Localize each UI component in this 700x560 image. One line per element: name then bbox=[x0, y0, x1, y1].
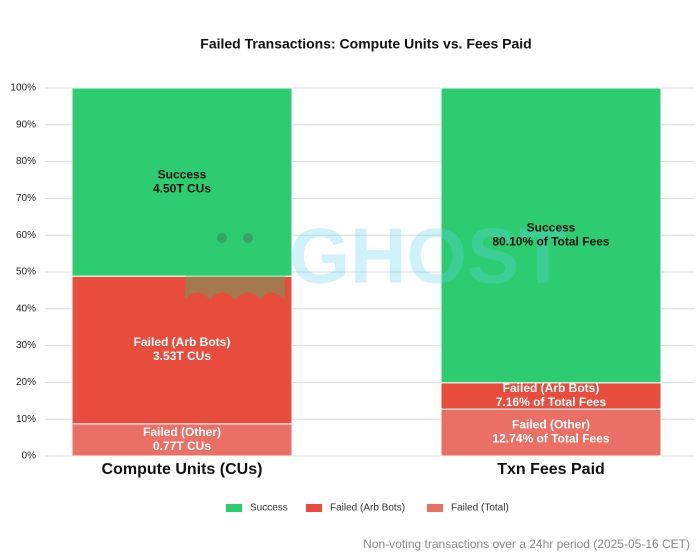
bar-segment bbox=[71, 87, 293, 277]
watermark: GHOST bbox=[289, 212, 566, 300]
x-tick-label: Compute Units (CUs) bbox=[102, 461, 263, 478]
legend-label: Failed (Arb Bots) bbox=[330, 503, 405, 514]
segment-label: 12.74% of Total Fees bbox=[492, 432, 609, 446]
segment-label: Success bbox=[158, 167, 207, 181]
y-tick-label: 70% bbox=[16, 193, 36, 204]
y-tick-label: 20% bbox=[16, 377, 36, 388]
y-tick-label: 90% bbox=[16, 119, 36, 130]
segment-label: 0.77T CUs bbox=[153, 439, 211, 453]
y-tick-label: 0% bbox=[22, 451, 37, 462]
segment-label: Failed (Other) bbox=[512, 418, 590, 432]
y-tick-label: 10% bbox=[16, 414, 36, 425]
segment-label: 4.50T CUs bbox=[153, 181, 211, 195]
legend-swatch bbox=[427, 504, 443, 512]
y-tick-label: 50% bbox=[16, 267, 36, 278]
segment-label: 3.53T CUs bbox=[153, 349, 211, 363]
legend-label: Success bbox=[250, 503, 288, 514]
y-tick-label: 30% bbox=[16, 340, 36, 351]
segment-label: Success bbox=[527, 221, 576, 235]
x-tick-label: Txn Fees Paid bbox=[497, 461, 605, 478]
legend-swatch bbox=[306, 504, 322, 512]
bar-segment bbox=[440, 408, 662, 457]
segment-label: Failed (Arb Bots) bbox=[134, 335, 231, 349]
y-tick-label: 40% bbox=[16, 303, 36, 314]
segment-label: Failed (Other) bbox=[143, 425, 221, 439]
segment-label: 80.10% of Total Fees bbox=[492, 235, 609, 249]
bar-segment bbox=[440, 87, 662, 384]
y-tick-label: 100% bbox=[10, 83, 36, 94]
segment-label: 7.16% of Total Fees bbox=[496, 395, 607, 409]
legend-label: Failed (Total) bbox=[451, 503, 509, 514]
y-tick-label: 60% bbox=[16, 230, 36, 241]
footnote: Non-voting transactions over a 24hr peri… bbox=[363, 537, 690, 551]
chart-title: Failed Transactions: Compute Units vs. F… bbox=[200, 36, 531, 52]
legend-swatch bbox=[226, 504, 242, 512]
label-layer: Compute Units (CUs)Failed (Other)0.77T C… bbox=[102, 167, 610, 513]
segment-label: Failed (Arb Bots) bbox=[503, 381, 600, 395]
bar-segment bbox=[71, 275, 293, 425]
bar-layer bbox=[71, 87, 662, 457]
y-tick-label: 80% bbox=[16, 156, 36, 167]
watermark-logo bbox=[185, 205, 285, 300]
